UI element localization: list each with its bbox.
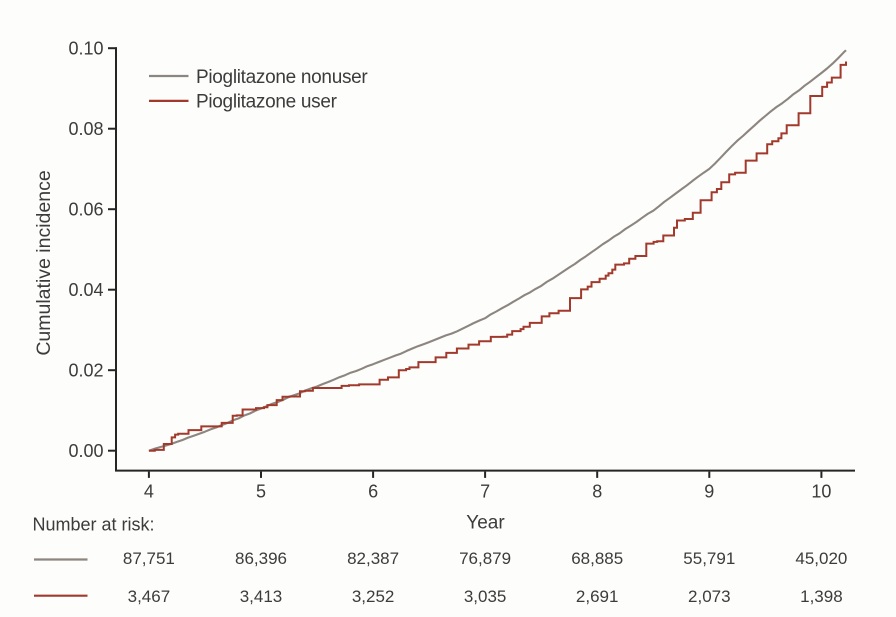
svg-text:Pioglitazone nonuser: Pioglitazone nonuser [196, 67, 368, 88]
svg-text:5: 5 [256, 482, 266, 502]
svg-text:0.04: 0.04 [68, 280, 103, 300]
svg-text:Cumulative incidence: Cumulative incidence [33, 170, 55, 355]
svg-text:3,413: 3,413 [240, 587, 283, 606]
svg-text:8: 8 [592, 482, 602, 502]
svg-text:86,396: 86,396 [235, 549, 287, 568]
svg-text:1,398: 1,398 [800, 587, 843, 606]
svg-text:Number at risk:: Number at risk: [33, 515, 155, 535]
svg-text:10: 10 [811, 482, 831, 502]
svg-text:87,751: 87,751 [123, 549, 175, 568]
svg-text:0.08: 0.08 [68, 119, 103, 139]
svg-text:2,691: 2,691 [576, 587, 619, 606]
svg-text:Year: Year [466, 513, 505, 534]
svg-text:76,879: 76,879 [459, 549, 511, 568]
svg-text:6: 6 [368, 482, 378, 502]
svg-text:Pioglitazone user: Pioglitazone user [196, 92, 338, 113]
svg-text:4: 4 [144, 482, 154, 502]
svg-text:82,387: 82,387 [347, 549, 399, 568]
svg-text:0.00: 0.00 [68, 441, 103, 461]
svg-text:3,467: 3,467 [128, 587, 171, 606]
svg-text:9: 9 [704, 482, 714, 502]
svg-text:68,885: 68,885 [571, 549, 623, 568]
svg-text:45,020: 45,020 [795, 549, 847, 568]
svg-text:0.06: 0.06 [68, 199, 103, 219]
svg-text:7: 7 [480, 482, 490, 502]
svg-text:0.02: 0.02 [68, 360, 103, 380]
svg-text:3,035: 3,035 [464, 587, 507, 606]
svg-text:3,252: 3,252 [352, 587, 395, 606]
svg-text:55,791: 55,791 [683, 549, 735, 568]
svg-text:0.10: 0.10 [68, 38, 103, 58]
svg-text:2,073: 2,073 [688, 587, 731, 606]
